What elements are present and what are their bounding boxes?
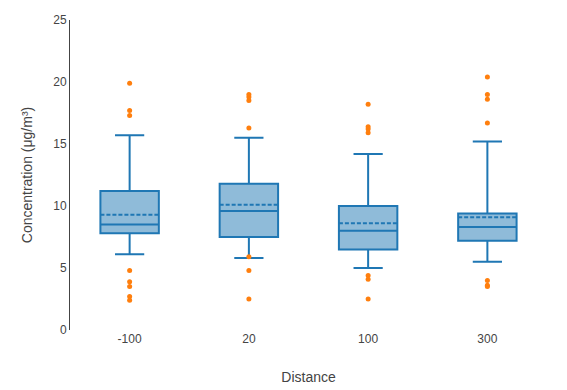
svg-text:Concentration (μg/m³): Concentration (μg/m³) [19, 107, 35, 243]
svg-text:15: 15 [53, 137, 67, 151]
svg-text:300: 300 [477, 332, 497, 346]
svg-text:20: 20 [242, 332, 256, 346]
svg-text:Distance: Distance [281, 369, 336, 385]
svg-text:25: 25 [53, 13, 67, 27]
svg-text:100: 100 [358, 332, 378, 346]
svg-text:-100: -100 [118, 332, 142, 346]
svg-text:20: 20 [53, 75, 67, 89]
svg-text:10: 10 [53, 199, 67, 213]
svg-text:5: 5 [60, 261, 67, 275]
svg-text:0: 0 [60, 323, 67, 337]
